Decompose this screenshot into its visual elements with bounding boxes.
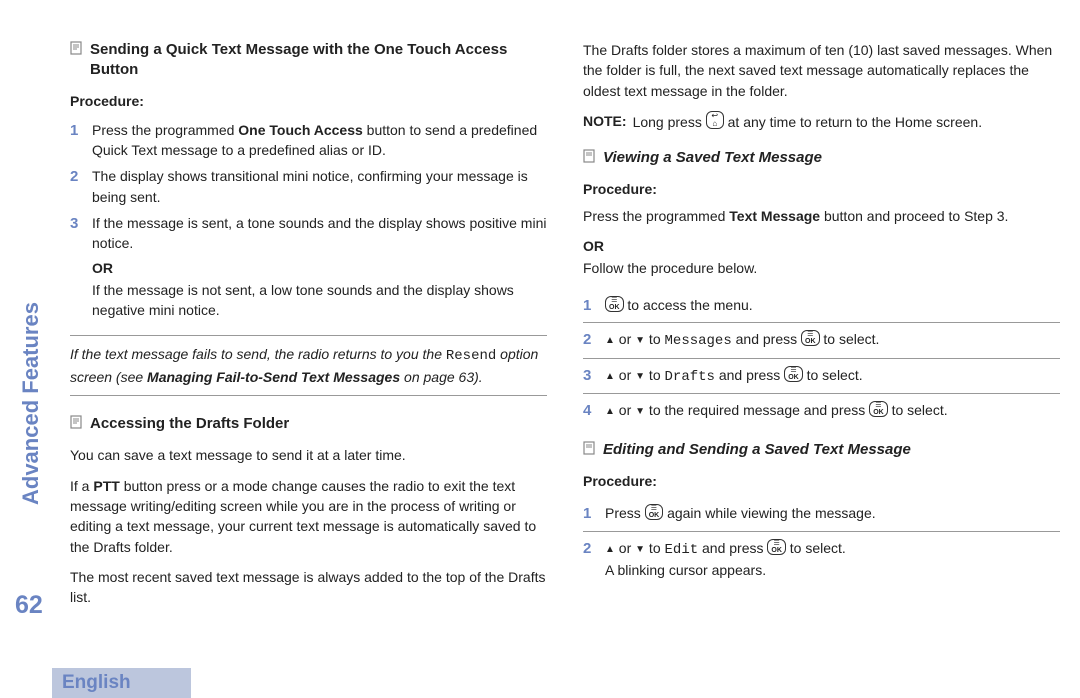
- heading-text: Editing and Sending a Saved Text Message: [603, 440, 1060, 460]
- heading-text: Accessing the Drafts Folder: [90, 414, 547, 434]
- ok-button-icon: ☰OK: [767, 539, 786, 555]
- procedure-step: 3If the message is sent, a tone sounds a…: [70, 210, 547, 323]
- failnote-pre: If the text message fails to send, the r…: [70, 346, 446, 362]
- procedure-step: 2▲ or ▼ to Edit and press ☰OK to select.…: [583, 532, 1060, 587]
- down-arrow-icon: ▼: [635, 543, 645, 558]
- drafts-para-2: If a PTT button press or a mode change c…: [70, 476, 547, 557]
- down-arrow-icon: ▼: [635, 334, 645, 349]
- up-arrow-icon: ▲: [605, 543, 615, 558]
- up-arrow-icon: ▲: [605, 370, 615, 385]
- proc-or: OR: [583, 236, 1060, 256]
- heading-drafts-folder: Accessing the Drafts Folder: [70, 414, 547, 435]
- drafts-intro: The Drafts folder stores a maximum of te…: [583, 40, 1060, 101]
- procedure-step: 4 ▲ or ▼ to the required message and pres…: [583, 394, 1060, 428]
- bookmark-icon: [70, 41, 82, 61]
- step-body: If the message is sent, a tone sounds an…: [92, 213, 547, 320]
- ok-button-icon: ☰OK: [645, 504, 664, 520]
- procedure-step: 1 ☰OK to access the menu.: [583, 289, 1060, 324]
- step-number: 3: [70, 213, 82, 320]
- page-container: Advanced Features 62 Sending a Quick Tex…: [0, 0, 1080, 698]
- bookmark-icon: [583, 149, 595, 169]
- step-body: Press the programmed One Touch Access bu…: [92, 120, 547, 161]
- bookmark-icon: [70, 415, 82, 435]
- right-column: The Drafts folder stores a maximum of te…: [583, 40, 1060, 688]
- step-number: 1: [583, 503, 595, 525]
- step-number: 4: [583, 400, 595, 422]
- down-arrow-icon: ▼: [635, 370, 645, 385]
- procedure-label: Procedure:: [583, 179, 1060, 199]
- procedure-step: 3 ▲ or ▼ to Drafts and press ☰OK to selec…: [583, 359, 1060, 394]
- heading-text: Viewing a Saved Text Message: [603, 148, 1060, 168]
- step-number: 1: [70, 120, 82, 161]
- step-body: ▲ or ▼ to the required message and press…: [605, 400, 1060, 422]
- heading-viewing-saved: Viewing a Saved Text Message: [583, 148, 1060, 169]
- up-arrow-icon: ▲: [605, 405, 615, 420]
- heading-text: Sending a Quick Text Message with the On…: [90, 40, 547, 81]
- note-pre: Long press: [633, 114, 706, 130]
- home-button-icon: [706, 111, 724, 129]
- fail-to-send-note: If the text message fails to send, the r…: [70, 335, 547, 396]
- up-arrow-icon: ▲: [605, 334, 615, 349]
- procedure-step: 1 Press ☰OK again while viewing the messa…: [583, 497, 1060, 532]
- procedure-step: 2 ▲ or ▼ to Messages and press ☰OK to sel…: [583, 323, 1060, 358]
- ok-button-icon: ☰OK: [605, 296, 624, 312]
- heading-quick-text: Sending a Quick Text Message with the On…: [70, 40, 547, 81]
- content-columns: Sending a Quick Text Message with the On…: [60, 0, 1080, 698]
- step-number: 2: [70, 166, 82, 207]
- ok-button-icon: ☰OK: [869, 401, 888, 417]
- down-arrow-icon: ▼: [635, 405, 645, 420]
- step-body: ▲ or ▼ to Messages and press ☰OK to sele…: [605, 329, 1060, 351]
- note-tag: NOTE:: [583, 111, 627, 132]
- step-body: ☰OK to access the menu.: [605, 295, 1060, 317]
- proc-intro-1: Press the programmed Text Message button…: [583, 206, 1060, 226]
- procedure-steps-editing: 1 Press ☰OK again while viewing the messa…: [583, 497, 1060, 586]
- procedure-step: 1Press the programmed One Touch Access b…: [70, 117, 547, 164]
- bookmark-icon: [583, 441, 595, 461]
- failnote-resend: Resend: [446, 348, 496, 364]
- procedure-step: 2The display shows transitional mini not…: [70, 163, 547, 210]
- step-number: 1: [583, 295, 595, 317]
- procedure-steps-viewing: 1 ☰OK to access the menu. 2 ▲ or ▼ to Messa…: [583, 289, 1060, 428]
- step-number: 3: [583, 365, 595, 387]
- step-body: ▲ or ▼ to Drafts and press ☰OK to select…: [605, 365, 1060, 387]
- side-chapter-title: Advanced Features: [18, 302, 44, 505]
- drafts-para-3: The most recent saved text message is al…: [70, 567, 547, 608]
- footer-bar: English: [52, 668, 191, 698]
- page-number: 62: [15, 591, 43, 620]
- procedure-label: Procedure:: [70, 91, 547, 111]
- proc-intro-2: Follow the procedure below.: [583, 258, 1060, 278]
- procedure-label: Procedure:: [583, 471, 1060, 491]
- note-post: at any time to return to the Home screen…: [728, 114, 982, 130]
- step-number: 2: [583, 538, 595, 581]
- note-home-screen: NOTE: Long press at any time to return t…: [583, 111, 1060, 132]
- step-body: The display shows transitional mini noti…: [92, 166, 547, 207]
- failnote-ref: Managing Fail-to-Send Text Messages: [147, 369, 400, 385]
- left-column: Sending a Quick Text Message with the On…: [70, 40, 547, 688]
- procedure-steps-quick-text: 1Press the programmed One Touch Access b…: [70, 117, 547, 324]
- ok-button-icon: ☰OK: [801, 330, 820, 346]
- failnote-post: on page 63).: [400, 369, 483, 385]
- step-number: 2: [583, 329, 595, 351]
- drafts-para-1: You can save a text message to send it a…: [70, 445, 547, 465]
- footer: English: [0, 664, 191, 698]
- step-body: Press ☰OK again while viewing the messag…: [605, 503, 1060, 525]
- note-body: Long press at any time to return to the …: [633, 111, 983, 132]
- footer-language: English: [62, 672, 131, 693]
- heading-editing-saved: Editing and Sending a Saved Text Message: [583, 440, 1060, 461]
- left-margin: Advanced Features 62: [0, 0, 60, 698]
- ok-button-icon: ☰OK: [784, 366, 803, 382]
- step-body: ▲ or ▼ to Edit and press ☰OK to select.A…: [605, 538, 1060, 581]
